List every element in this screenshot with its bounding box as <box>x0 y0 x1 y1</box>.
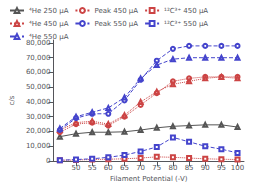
svg-text:55: 55 <box>88 164 97 172</box>
svg-text:Peak 550 μA: Peak 550 μA <box>94 20 138 28</box>
svg-text:⁴He 450 μA: ⁴He 450 μA <box>29 20 69 28</box>
svg-text:20,000: 20,000 <box>26 127 51 135</box>
svg-text:70,000: 70,000 <box>26 54 51 62</box>
svg-text:80: 80 <box>168 164 177 172</box>
svg-text:95: 95 <box>217 164 226 172</box>
svg-text:10,000: 10,000 <box>26 142 51 150</box>
svg-text:⁴He 550 μA: ⁴He 550 μA <box>29 33 69 41</box>
svg-text:30,000: 30,000 <box>26 113 51 121</box>
svg-text:90: 90 <box>201 164 210 172</box>
svg-text:85: 85 <box>185 164 194 172</box>
svg-text:Filament Potential (-V): Filament Potential (-V) <box>110 175 188 183</box>
svg-text:¹²C³⁺ 550 μA: ¹²C³⁺ 550 μA <box>164 20 208 28</box>
svg-text:0: 0 <box>46 157 50 165</box>
svg-text:60: 60 <box>104 164 113 172</box>
svg-text:65: 65 <box>120 164 129 172</box>
svg-text:c/s: c/s <box>8 95 16 105</box>
svg-text:75: 75 <box>152 164 161 172</box>
svg-text:⁴He 250 μA: ⁴He 250 μA <box>29 7 69 15</box>
svg-text:60,000: 60,000 <box>26 68 51 76</box>
svg-text:Peak 450 μA: Peak 450 μA <box>94 7 138 15</box>
svg-text:80,000: 80,000 <box>25 39 51 47</box>
svg-text:50: 50 <box>72 164 81 172</box>
svg-text:70: 70 <box>136 164 145 172</box>
svg-text:40,000: 40,000 <box>26 98 51 106</box>
svg-text:¹²C³⁺ 450 μA: ¹²C³⁺ 450 μA <box>164 7 208 15</box>
svg-text:100: 100 <box>231 164 244 172</box>
svg-text:50,000: 50,000 <box>26 83 51 91</box>
